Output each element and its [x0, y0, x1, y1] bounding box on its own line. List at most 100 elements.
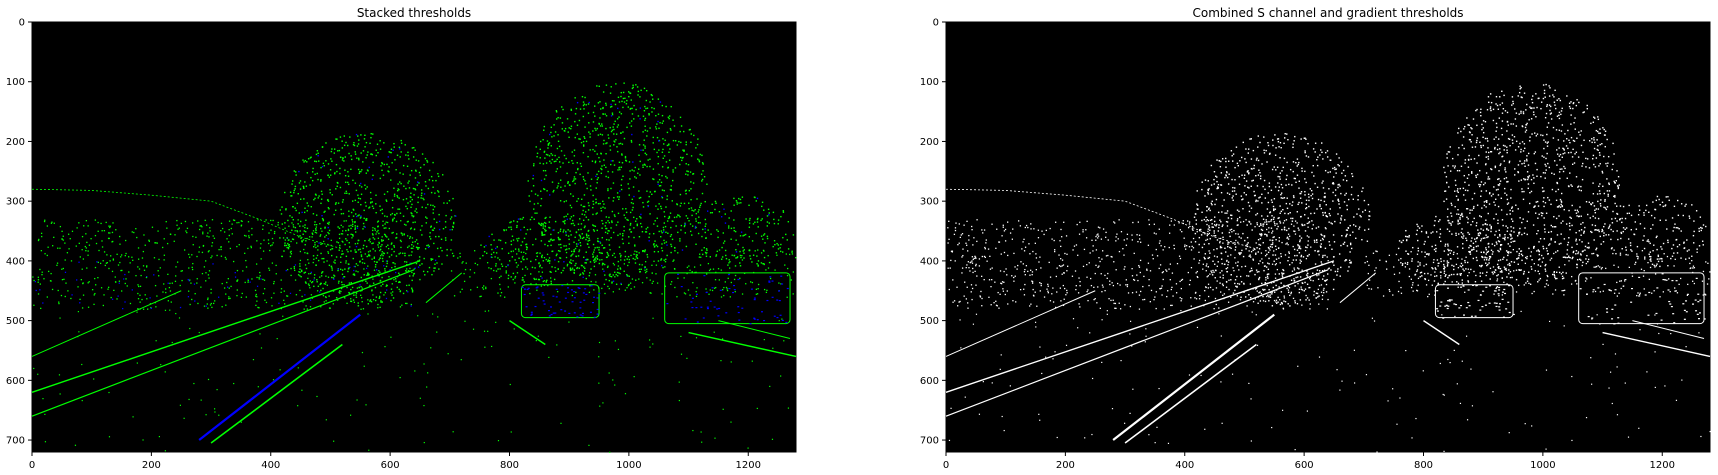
pixel-speck: [631, 107, 633, 110]
pixel-speck: [412, 187, 415, 190]
pixel-speck: [668, 117, 670, 120]
pixel-speck: [1569, 216, 1571, 219]
pixel-speck: [304, 264, 307, 266]
pixel-speck: [275, 273, 277, 275]
pixel-speck: [616, 275, 619, 277]
pixel-speck: [369, 191, 372, 194]
pixel-speck: [1320, 261, 1322, 263]
pixel-speck: [403, 185, 405, 187]
pixel-speck: [1492, 273, 1494, 275]
pixel-speck: [738, 197, 740, 200]
pixel-speck: [192, 235, 194, 238]
pixel-speck: [542, 260, 545, 262]
pixel-speck: [304, 224, 306, 226]
pixel-speck: [1200, 228, 1202, 231]
pixel-speck: [657, 98, 660, 100]
pixel-speck: [85, 233, 87, 235]
pixel-speck: [591, 160, 594, 162]
pixel-speck: [333, 152, 336, 154]
pixel-speck: [596, 212, 598, 214]
pixel-speck: [614, 340, 616, 342]
pixel-speck: [661, 231, 663, 234]
pixel-speck: [1301, 223, 1303, 226]
pixel-speck: [385, 245, 388, 248]
pixel-speck: [1345, 235, 1347, 238]
pixel-speck: [670, 233, 673, 236]
pixel-speck: [530, 283, 532, 285]
pixel-speck: [391, 283, 393, 285]
pixel-speck: [321, 230, 323, 232]
pixel-speck: [348, 242, 350, 244]
pixel-speck: [289, 292, 292, 295]
pixel-speck: [381, 276, 383, 279]
pixel-speck: [386, 262, 388, 265]
pixel-speck: [260, 258, 262, 260]
pixel-speck: [581, 233, 583, 235]
pixel-speck: [344, 169, 346, 171]
pixel-speck: [1210, 270, 1212, 272]
pixel-speck: [1453, 167, 1456, 169]
pixel-speck: [1260, 228, 1263, 231]
pixel-speck: [777, 244, 780, 246]
pixel-speck: [674, 246, 676, 249]
pixel-speck: [1294, 230, 1296, 233]
pixel-speck: [668, 151, 670, 153]
pixel-speck: [438, 220, 441, 223]
pixel-speck: [1346, 233, 1348, 236]
pixel-speck: [317, 197, 319, 199]
pixel-speck: [406, 290, 408, 292]
pixel-speck: [562, 220, 564, 223]
pixel-speck: [372, 294, 374, 296]
pixel-speck: [69, 238, 71, 240]
pixel-speck: [695, 243, 697, 245]
pixel-speck: [665, 258, 667, 261]
pixel-speck: [1242, 255, 1245, 258]
pixel-speck: [187, 278, 189, 281]
pixel-speck: [368, 253, 370, 256]
pixel-speck: [354, 199, 357, 202]
pixel-speck: [186, 231, 188, 234]
pixel-speck: [657, 260, 660, 262]
pixel-speck: [1242, 198, 1244, 200]
pixel-speck: [631, 133, 633, 136]
pixel-speck: [212, 263, 214, 265]
pixel-speck: [586, 187, 588, 190]
pixel-speck: [587, 172, 589, 174]
pixel-speck: [683, 225, 686, 228]
pixel-speck: [414, 169, 417, 171]
pixel-speck: [142, 439, 144, 441]
pixel-speck: [700, 431, 702, 433]
pixel-speck: [342, 253, 344, 255]
pixel-speck: [619, 233, 621, 235]
pixel-speck: [667, 116, 670, 118]
pixel-speck: [1305, 203, 1308, 205]
pixel-speck: [1315, 227, 1318, 229]
pixel-speck: [527, 180, 529, 182]
pixel-speck: [1286, 161, 1288, 164]
pixel-speck: [317, 245, 319, 247]
pixel-speck: [633, 236, 635, 239]
pixel-speck: [1208, 225, 1210, 227]
pixel-speck: [548, 356, 550, 359]
pixel-speck: [1485, 200, 1487, 202]
pixel-speck: [386, 260, 389, 262]
pixel-speck: [351, 286, 354, 289]
pixel-speck: [124, 282, 126, 285]
pixel-speck: [1479, 141, 1481, 144]
pixel-speck: [1531, 98, 1533, 101]
pixel-speck: [550, 277, 552, 279]
pixel-speck: [388, 166, 390, 168]
pixel-speck: [476, 286, 479, 288]
pixel-speck: [1299, 276, 1302, 278]
pixel-speck: [1272, 139, 1274, 141]
pixel-speck: [578, 234, 581, 236]
pixel-speck: [419, 278, 421, 281]
pixel-speck: [1237, 261, 1239, 263]
pixel-speck: [1270, 189, 1273, 192]
pixel-speck: [607, 253, 609, 255]
pixel-speck: [608, 287, 610, 290]
pixel-speck: [646, 277, 648, 279]
pixel-speck: [573, 272, 576, 274]
pixel-speck: [320, 252, 322, 255]
pixel-speck: [416, 246, 419, 249]
